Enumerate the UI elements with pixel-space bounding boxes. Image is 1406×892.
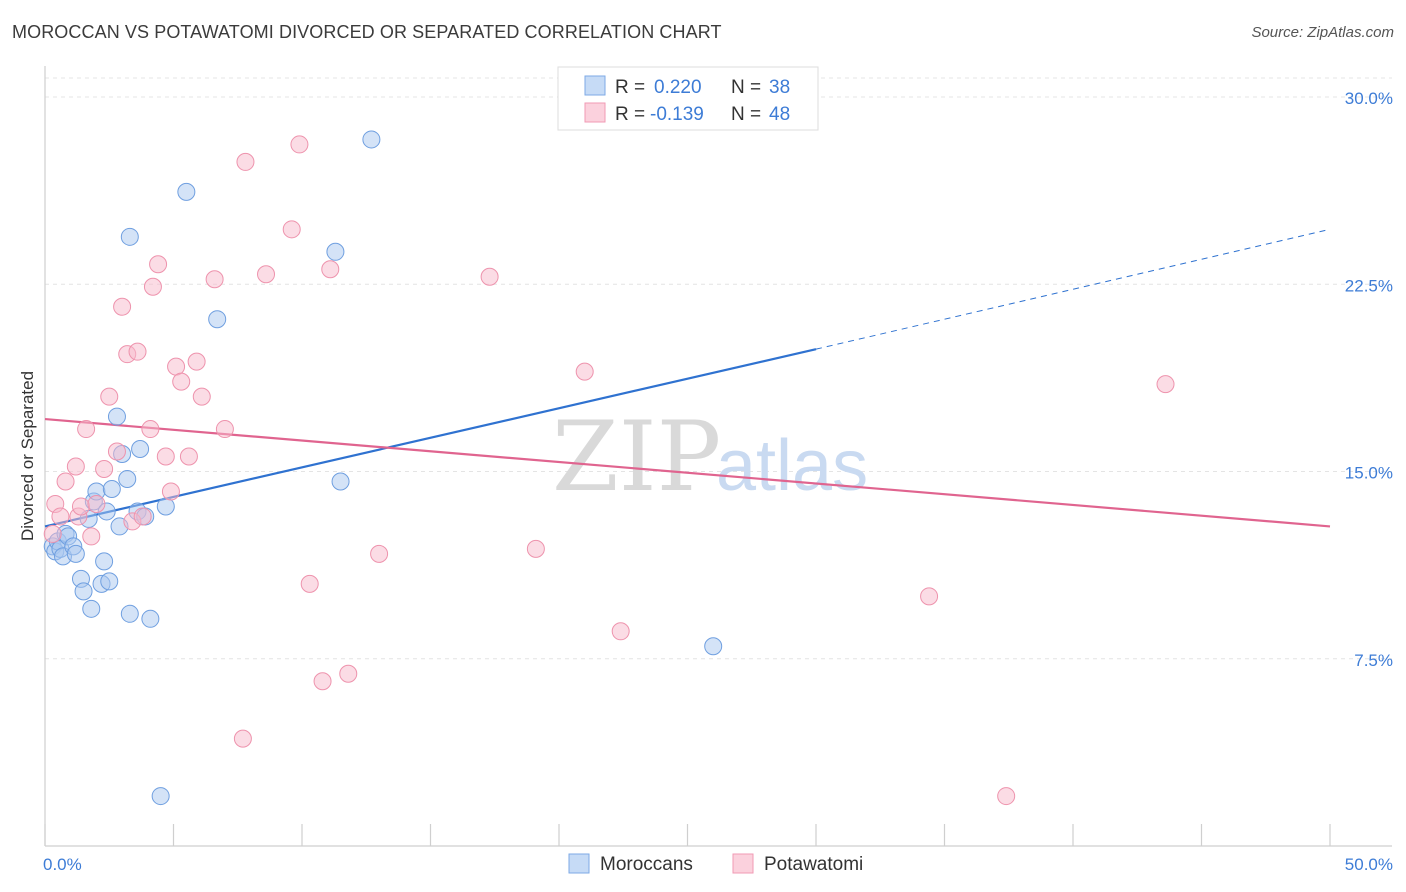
point-potawatomi-2 <box>51 507 70 526</box>
point-moroccans-35 <box>331 472 350 491</box>
bottom-legend-potawatomi: Potawatomi <box>764 854 863 875</box>
legend-r-value-1: 0.220 <box>654 77 702 98</box>
legend-r-label-1: R = <box>615 77 645 98</box>
point-potawatomi-22 <box>161 482 180 501</box>
legend-n-value-1: 38 <box>769 77 790 98</box>
point-moroccans-12 <box>82 599 101 618</box>
point-moroccans-32 <box>177 182 196 201</box>
point-potawatomi-31 <box>236 152 255 171</box>
point-potawatomi-42 <box>575 362 594 381</box>
point-potawatomi-41 <box>526 539 545 558</box>
series-legend: Moroccans Potawatomi <box>568 853 863 875</box>
point-potawatomi-27 <box>192 387 211 406</box>
data-points <box>43 130 1175 806</box>
point-potawatomi-4 <box>66 457 85 476</box>
point-potawatomi-13 <box>113 297 132 316</box>
y-tick-label-1: 15.0% <box>1345 464 1393 483</box>
point-potawatomi-46 <box>1156 375 1175 394</box>
watermark-zip: ZIP <box>552 401 721 513</box>
y-tick-label-3: 30.0% <box>1345 89 1393 108</box>
point-potawatomi-40 <box>480 267 499 286</box>
point-moroccans-8 <box>66 544 85 563</box>
point-moroccans-26 <box>131 440 150 459</box>
point-potawatomi-25 <box>179 447 198 466</box>
point-potawatomi-16 <box>128 342 147 361</box>
bottom-legend-swatch-moroccans <box>568 853 590 874</box>
point-potawatomi-26 <box>187 352 206 371</box>
point-potawatomi-7 <box>77 420 96 439</box>
y-axis-label: Divorced or Separated <box>18 371 37 541</box>
y-tick-label-2: 22.5% <box>1345 276 1393 295</box>
point-potawatomi-29 <box>215 420 234 439</box>
point-moroccans-18 <box>100 572 119 591</box>
legend-n-label-1: N = <box>731 77 761 98</box>
axes <box>44 66 1392 847</box>
point-potawatomi-17 <box>133 507 152 526</box>
point-potawatomi-10 <box>95 460 114 479</box>
point-potawatomi-43 <box>611 622 630 641</box>
stats-legend: R = 0.220 N = 38 R = -0.139 N = 48 <box>557 66 819 131</box>
legend-r-value-2: -0.139 <box>650 104 704 125</box>
point-moroccans-33 <box>208 310 227 329</box>
point-moroccans-19 <box>102 479 121 498</box>
trend-line-dashed-0 <box>815 228 1331 350</box>
x-tick-label-0: 0.0% <box>43 855 82 874</box>
point-potawatomi-11 <box>100 387 119 406</box>
point-potawatomi-0 <box>43 524 62 543</box>
point-potawatomi-37 <box>321 260 340 279</box>
watermark: ZIP atlas <box>552 401 868 513</box>
point-potawatomi-6 <box>71 497 90 516</box>
point-potawatomi-45 <box>997 787 1016 806</box>
legend-swatch-potawatomi <box>584 102 606 123</box>
point-potawatomi-39 <box>370 544 389 563</box>
point-potawatomi-28 <box>205 270 224 289</box>
point-potawatomi-44 <box>920 587 939 606</box>
point-moroccans-28 <box>141 609 160 628</box>
point-moroccans-10 <box>74 582 93 601</box>
point-potawatomi-33 <box>282 220 301 239</box>
point-moroccans-37 <box>704 637 723 656</box>
point-moroccans-24 <box>120 604 139 623</box>
point-potawatomi-34 <box>290 135 309 154</box>
point-moroccans-36 <box>362 130 381 149</box>
trend-line-1 <box>44 417 1331 528</box>
point-potawatomi-21 <box>156 447 175 466</box>
legend-n-label-2: N = <box>731 104 761 125</box>
point-moroccans-23 <box>118 469 137 488</box>
point-potawatomi-32 <box>257 265 276 284</box>
point-potawatomi-8 <box>82 527 101 546</box>
point-potawatomi-24 <box>172 372 191 391</box>
source-label: Source: ZipAtlas.com <box>1251 24 1394 41</box>
legend-r-label-2: R = <box>615 104 645 125</box>
chart-title: MOROCCAN VS POTAWATOMI DIVORCED OR SEPAR… <box>12 22 722 42</box>
point-moroccans-34 <box>326 242 345 261</box>
watermark-atlas: atlas <box>716 426 868 506</box>
bottom-legend-moroccans: Moroccans <box>600 854 693 875</box>
point-moroccans-29 <box>151 787 170 806</box>
legend-n-value-2: 48 <box>769 104 790 125</box>
point-potawatomi-36 <box>313 672 332 691</box>
point-potawatomi-30 <box>233 729 252 748</box>
point-potawatomi-19 <box>143 277 162 296</box>
tick-labels: 7.5% 15.0% 22.5% 30.0% 0.0% 50.0% <box>43 89 1393 874</box>
bottom-legend-swatch-potawatomi <box>732 853 754 874</box>
point-moroccans-16 <box>95 552 114 571</box>
point-potawatomi-18 <box>141 420 160 439</box>
point-potawatomi-35 <box>300 574 319 593</box>
point-potawatomi-38 <box>339 664 358 683</box>
point-moroccans-20 <box>107 407 126 426</box>
point-potawatomi-23 <box>167 357 186 376</box>
x-tick-label-1: 50.0% <box>1345 855 1393 874</box>
point-moroccans-30 <box>156 497 175 516</box>
point-potawatomi-20 <box>149 255 168 274</box>
point-potawatomi-3 <box>56 472 75 491</box>
point-potawatomi-12 <box>107 442 126 461</box>
legend-swatch-moroccans <box>584 75 606 96</box>
point-moroccans-31 <box>120 227 139 246</box>
y-tick-label-0: 7.5% <box>1354 651 1393 670</box>
point-potawatomi-9 <box>87 494 106 513</box>
